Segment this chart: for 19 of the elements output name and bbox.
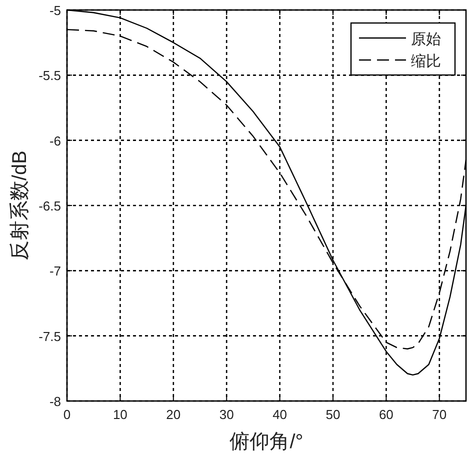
x-tick-label: 0	[63, 407, 71, 422]
y-tick-label: -7.5	[38, 328, 61, 344]
y-tick-label: -8	[49, 394, 61, 409]
x-tick-label: 70	[432, 407, 447, 422]
x-axis-title: 俯仰角/°	[230, 431, 304, 453]
legend-label: 缩比	[411, 53, 441, 70]
y-tick-label: -6.5	[38, 198, 61, 214]
x-tick-label: 20	[166, 407, 181, 422]
y-tick-label: -5.5	[38, 68, 61, 84]
y-tick-label: -5	[49, 3, 61, 18]
y-axis-title: 反射系数/dB	[9, 150, 31, 261]
x-tick-label: 30	[219, 407, 234, 422]
x-tick-label: 10	[112, 407, 128, 422]
x-tick-label: 40	[272, 407, 288, 422]
x-tick-label: 60	[378, 407, 394, 422]
x-tick-label: 50	[326, 407, 340, 422]
y-tick-label: -6	[49, 133, 61, 148]
y-tick-label: -7	[49, 264, 61, 279]
legend-label: 原始	[411, 31, 441, 48]
